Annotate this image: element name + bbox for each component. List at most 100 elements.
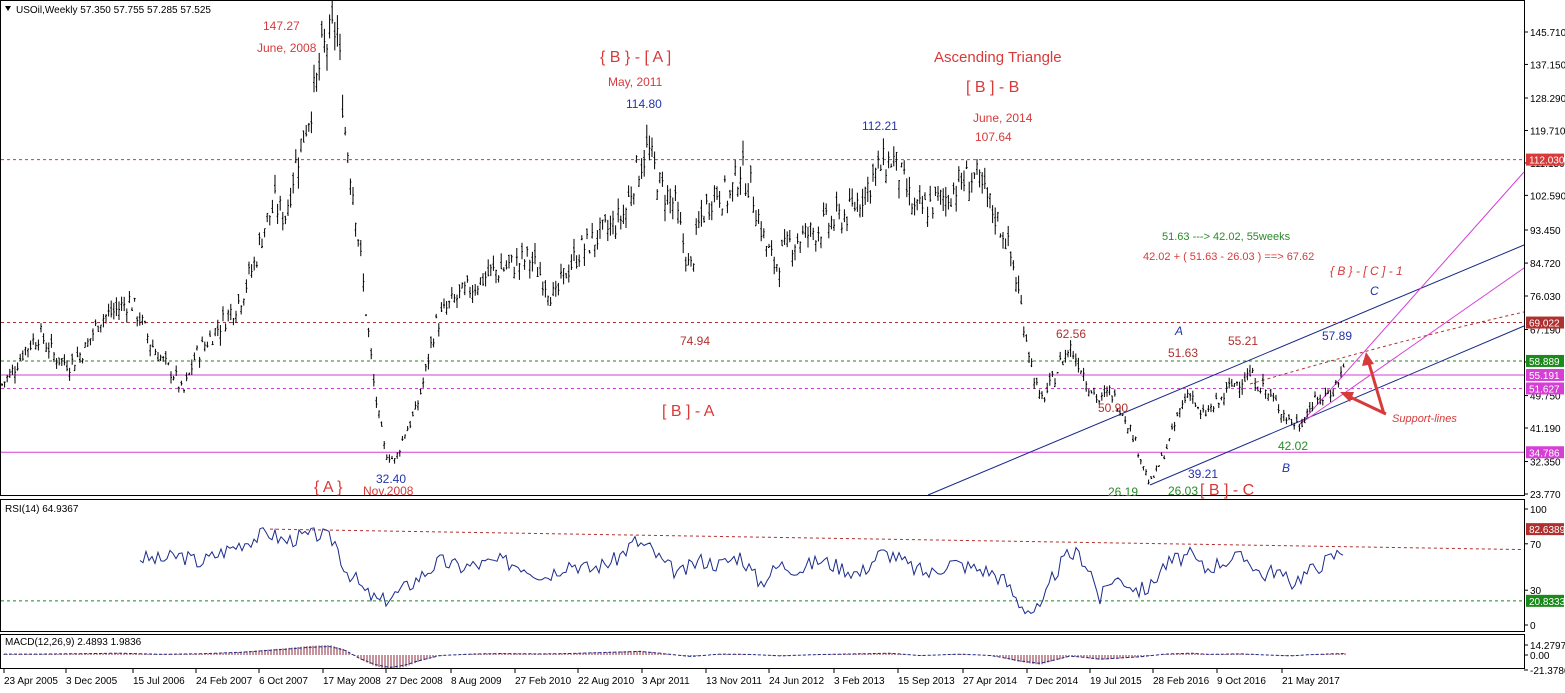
rsi-trend-line (269, 528, 1525, 551)
rsi-tick-label: 70 (1530, 540, 1542, 551)
time-tick-label: 21 May 2017 (1282, 676, 1340, 687)
level-tag (1526, 382, 1564, 395)
label-b-b: [ B ] - B (966, 79, 1019, 96)
time-tick-label: 9 Oct 2016 (1217, 676, 1266, 687)
support-line-steep (1299, 171, 1525, 425)
price-tick-label: 84.720 (1530, 259, 1561, 270)
support-arrowhead-1 (1362, 352, 1374, 366)
macd-tick-label: 0.00 (1530, 651, 1550, 662)
label-b: B (1282, 461, 1290, 475)
label-a-wave: { A } (314, 479, 343, 496)
price-tick-label: 32.350 (1530, 457, 1561, 468)
support-arrow-2 (1347, 394, 1387, 416)
level-tag-label: 51.627 (1529, 384, 1560, 395)
time-tick-label: 19 Jul 2015 (1090, 676, 1142, 687)
time-tick-label: 3 Feb 2013 (834, 676, 885, 687)
price-tick-label: 93.450 (1530, 226, 1561, 237)
rsi-tick-label: 30 (1530, 586, 1542, 597)
label-147: 147.27 (263, 19, 300, 33)
price-tick-label: 102.590 (1530, 191, 1565, 202)
time-tick-label: 27 Dec 2008 (386, 676, 443, 687)
rsi-level-tag (1526, 594, 1564, 607)
label-calc-2: 42.02 + ( 51.63 - 26.03 ) ==> 67.62 (1143, 251, 1314, 263)
level-tag-label: 69.022 (1529, 319, 1560, 330)
macd-panel-frame (0, 634, 1525, 669)
rsi-level-tag-label: 82.6389 (1529, 525, 1565, 536)
time-tick-label: 23 Apr 2005 (4, 676, 58, 687)
label-32-40: 32.40 (376, 472, 406, 486)
rsi-panel-frame (0, 499, 1525, 632)
label-107: 107.64 (975, 130, 1012, 144)
time-tick-label: 13 Nov 2011 (706, 676, 762, 687)
time-tick-label: 24 Jun 2012 (769, 676, 824, 687)
support-line-shallow (1299, 267, 1525, 425)
price-tick-label: 137.150 (1530, 60, 1565, 71)
price-tick-label: 76.030 (1530, 292, 1561, 303)
label-39-21: 39.21 (1188, 467, 1218, 481)
time-tick-label: 6 Oct 2007 (259, 676, 308, 687)
macd-header: MACD(12,26,9) 2.4893 1.9836 (5, 637, 142, 648)
time-tick-label: 28 Feb 2016 (1153, 676, 1210, 687)
horizontal-levels (1, 159, 1524, 453)
time-axis: 23 Apr 2005 3 Dec 2005 15 Jul 2006 24 Feb 2… (3, 669, 1340, 687)
label-b-a: [ B ] - A (662, 403, 715, 420)
label-26-03: 26.03 (1168, 484, 1198, 498)
label-42-02: 42.02 (1278, 439, 1308, 453)
label-114: 114.80 (626, 97, 662, 111)
label-june-2014: June, 2014 (973, 111, 1033, 125)
price-tick-label: 128.290 (1530, 94, 1565, 105)
level-tag (1526, 354, 1564, 367)
label-b-c-1: { B } - [ C ] - 1 (1330, 264, 1403, 278)
label-c: C (1370, 284, 1379, 298)
rsi-level-tag-label: 20.8333 (1529, 597, 1565, 608)
header-bg (2, 2, 222, 16)
level-tag-label: 34.786 (1529, 448, 1560, 459)
label-calc-1: 51.63 ---> 42.02, 55weeks (1162, 231, 1291, 243)
label-50-90: 50.90 (1098, 401, 1128, 415)
label-57-89: 57.89 (1322, 329, 1352, 343)
price-tick-label: 49.750 (1530, 392, 1561, 403)
price-tick-label: 67.190 (1530, 325, 1561, 336)
macd-tick-label: 14.2797 (1530, 641, 1565, 652)
time-tick-label: 22 Aug 2010 (578, 676, 635, 687)
level-tag (1526, 368, 1564, 381)
annotations: 147.27 June, 2008 { B } - [ A ] May, 201… (257, 19, 1457, 499)
label-55-21: 55.21 (1228, 334, 1258, 348)
level-tag (1526, 446, 1564, 459)
price-series (1, 0, 1345, 485)
rsi-panel: 100 70 30 0 82.6389 20.8333 (1, 505, 1565, 632)
label-74: 74.94 (680, 334, 710, 348)
level-tag-label: 55.191 (1529, 371, 1560, 382)
dropdown-triangle-icon[interactable] (5, 6, 11, 11)
channel-upper-line (927, 244, 1525, 496)
label-62: 62.56 (1056, 327, 1086, 341)
support-arrowhead-2 (1340, 392, 1354, 402)
resistance-curve (1249, 311, 1525, 385)
time-tick-label: 17 May 2008 (323, 676, 381, 687)
label-may-2011: May, 2011 (608, 75, 663, 89)
time-tick-label: 27 Apr 2014 (963, 676, 1017, 687)
price-tick-label: 145.710 (1530, 28, 1565, 39)
label-26-19: 26.19 (1108, 485, 1138, 499)
macd-signal-line (4, 646, 1346, 668)
rsi-level-tag (1526, 523, 1564, 536)
label-a: A (1174, 324, 1183, 338)
rsi-header: RSI(14) 64.9367 (5, 504, 79, 515)
time-tick-label: 3 Dec 2005 (66, 676, 118, 687)
label-51-63: 51.63 (1168, 346, 1198, 360)
channel-lower-line (1149, 325, 1525, 486)
label-support-lines: Support-lines (1392, 413, 1457, 425)
level-tag-label: 58.889 (1529, 357, 1560, 368)
time-tick-label: 15 Sep 2013 (898, 676, 955, 687)
level-tag (1526, 153, 1564, 166)
label-june-2008: June, 2008 (257, 41, 317, 55)
level-tag-label: 112.030 (1529, 156, 1565, 167)
main-chart-frame (0, 0, 1525, 496)
time-tick-label: 3 Apr 2011 (642, 676, 690, 687)
support-arrow-1 (1366, 359, 1386, 415)
price-axis: 145.710137.150128.290119.710111.150102.5… (1524, 28, 1565, 501)
price-tick-label: 23.770 (1530, 490, 1561, 501)
price-tick-label: 119.710 (1530, 127, 1565, 138)
